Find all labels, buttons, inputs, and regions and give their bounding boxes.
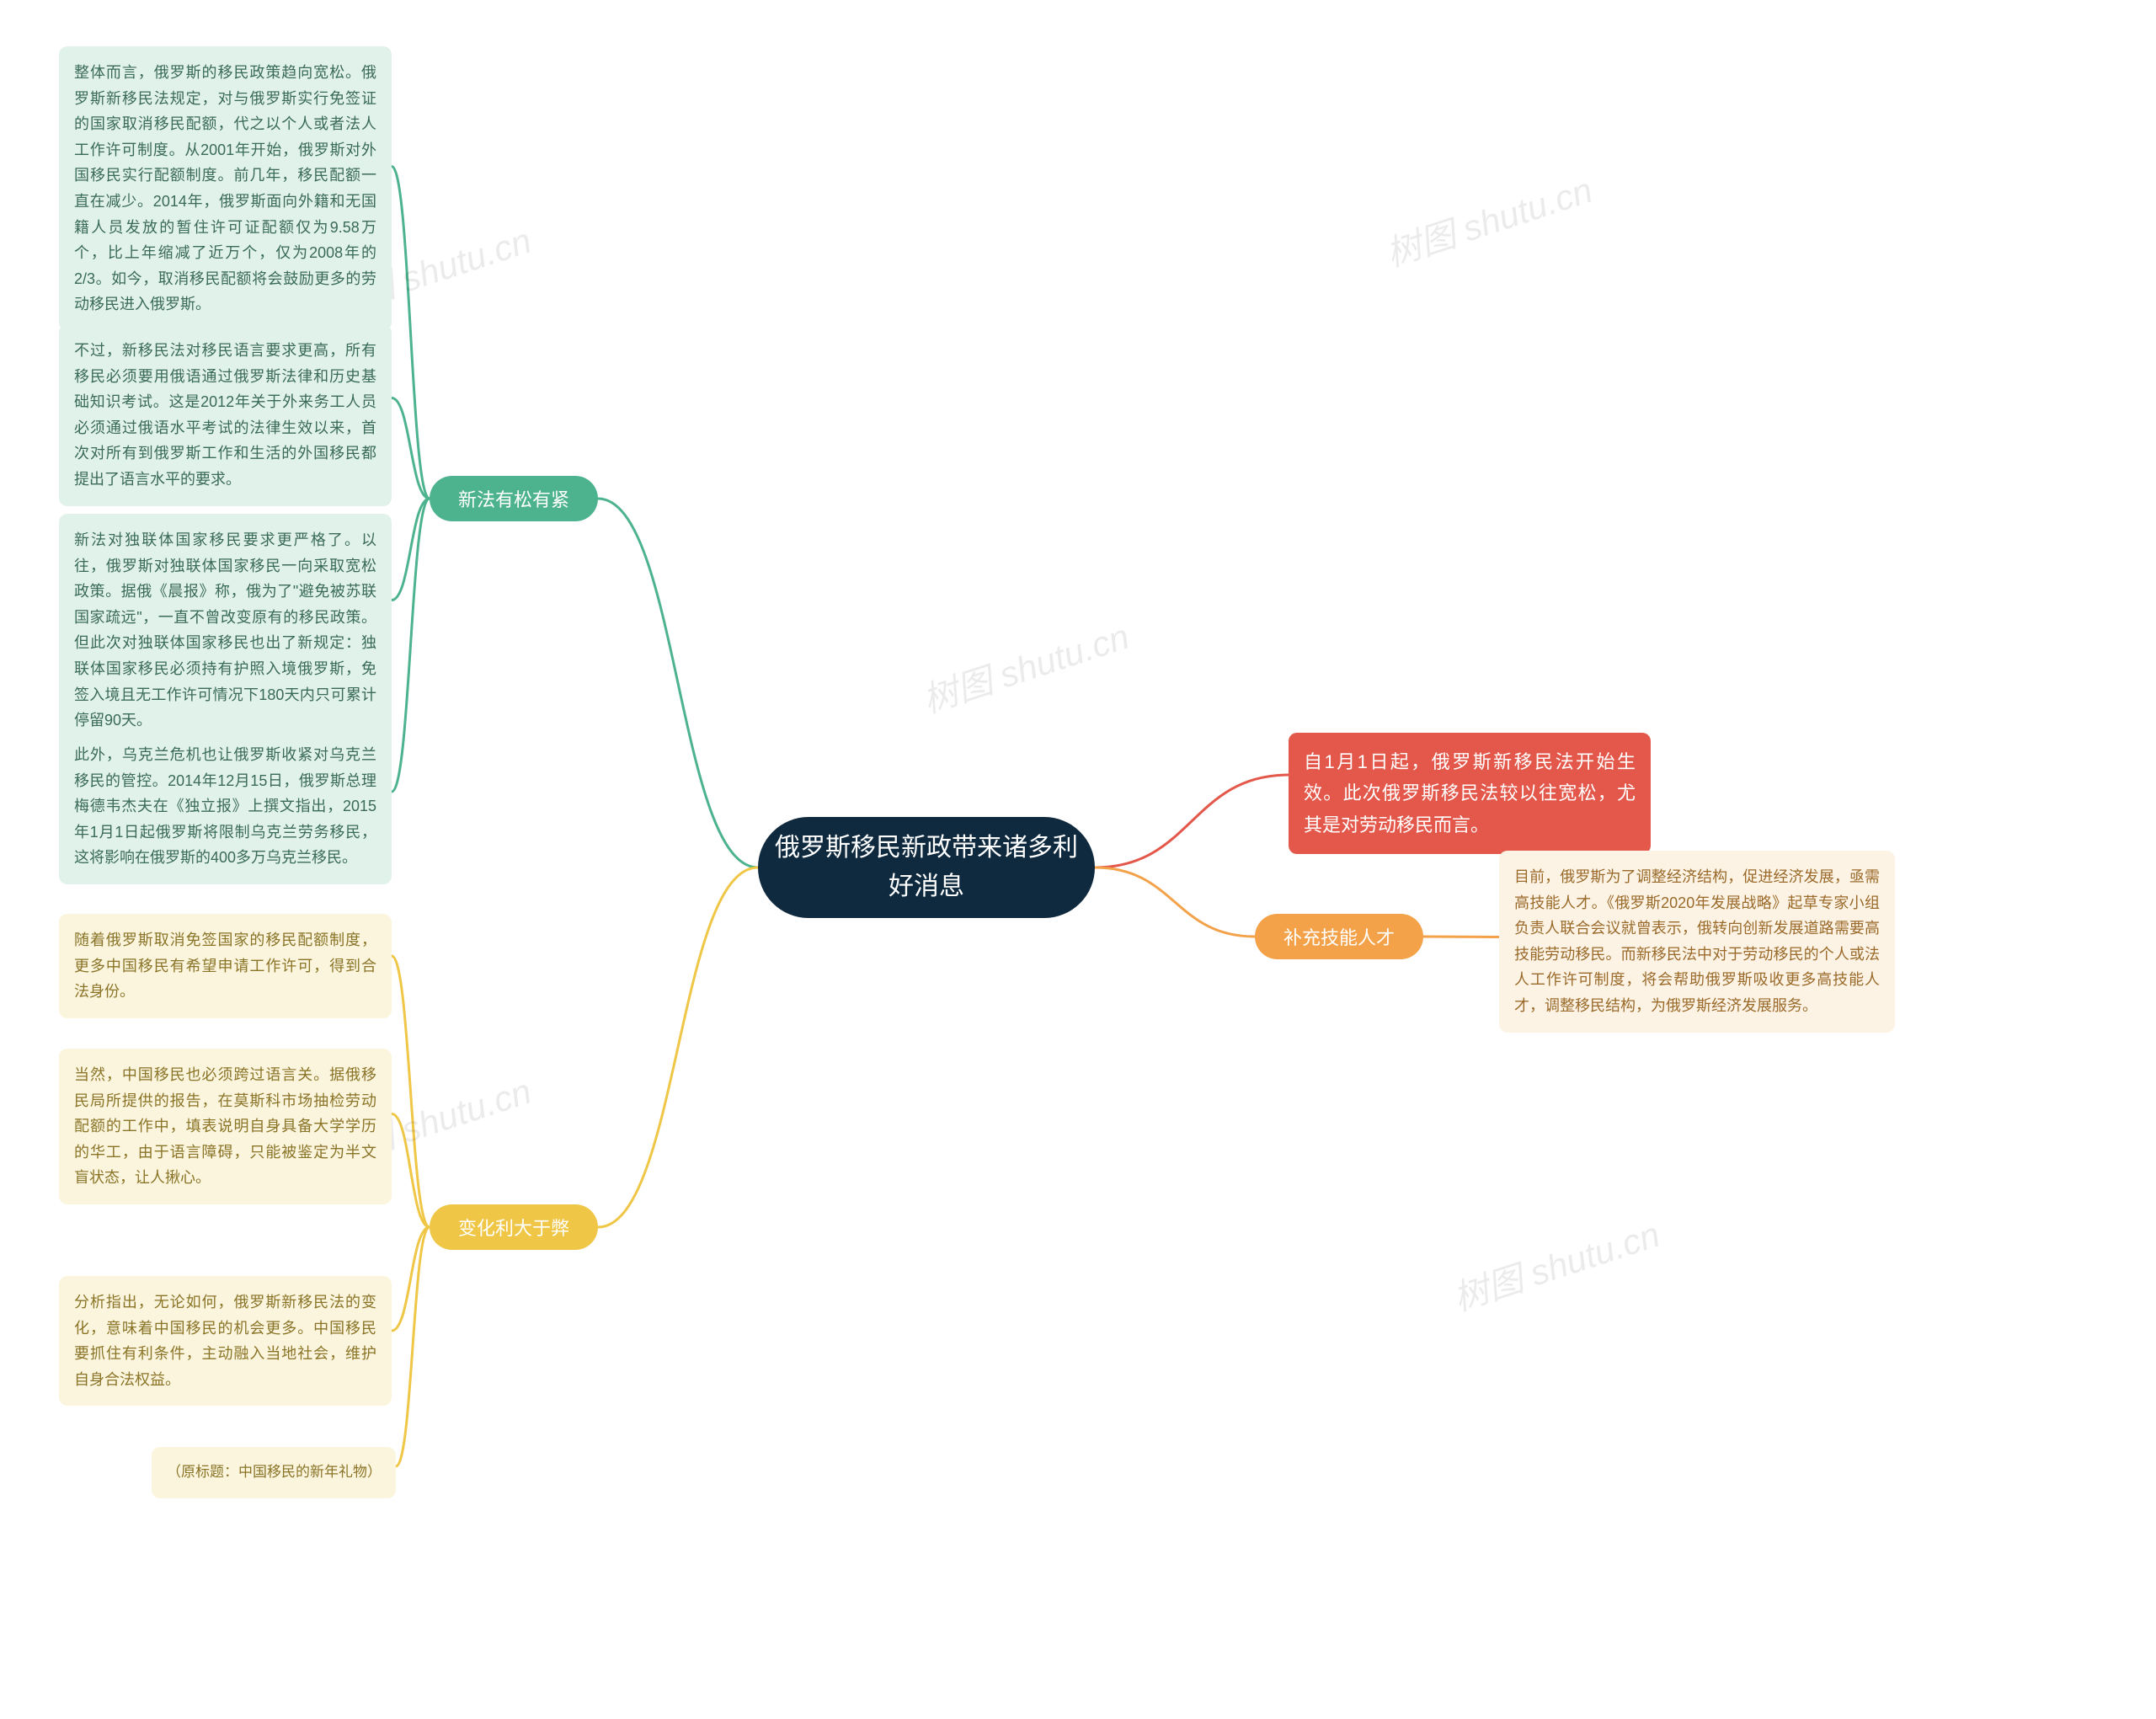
watermark: 树图 shutu.cn xyxy=(915,608,1135,723)
leaf-newlaw-3: 此外，乌克兰危机也让俄罗斯收紧对乌克兰移民的管控。2014年12月15日，俄罗斯… xyxy=(59,729,392,884)
center-node: 俄罗斯移民新政带来诸多利好消息 xyxy=(758,817,1095,918)
mindmap-canvas: 树图 shutu.cn树图 shutu.cn树图 shutu.cn树图 shut… xyxy=(0,0,2156,1719)
leaf-newlaw-1: 不过，新移民法对移民语言要求更高，所有移民必须要用俄语通过俄罗斯法律和历史基础知… xyxy=(59,324,392,506)
leaf-newlaw-2: 新法对独联体国家移民要求更严格了。以往，俄罗斯对独联体国家移民一向采取宽松政策。… xyxy=(59,514,392,747)
leaf-newlaw-0: 整体而言，俄罗斯的移民政策趋向宽松。俄罗斯新移民法规定，对与俄罗斯实行免签证的国… xyxy=(59,46,392,331)
leaf-talent-0: 目前，俄罗斯为了调整经济结构，促进经济发展，亟需高技能人才。《俄罗斯2020年发… xyxy=(1499,851,1895,1033)
leaf-change-2: 分析指出，无论如何，俄罗斯新移民法的变化，意味着中国移民的机会更多。中国移民要抓… xyxy=(59,1276,392,1406)
leaf-change-1: 当然，中国移民也必须跨过语言关。据俄移民局所提供的报告，在莫斯科市场抽检劳动配额… xyxy=(59,1049,392,1204)
branch-pill-label: 变化利大于弊 xyxy=(458,1214,569,1241)
leaf-change-0: 随着俄罗斯取消免签国家的移民配额制度，更多中国移民有希望申请工作许可，得到合法身… xyxy=(59,914,392,1018)
center-node-label: 俄罗斯移民新政带来诸多利好消息 xyxy=(758,817,1095,919)
branch-pill-change: 变化利大于弊 xyxy=(430,1204,598,1250)
leaf-intro-0: 自1月1日起，俄罗斯新移民法开始生效。此次俄罗斯移民法较以往宽松，尤其是对劳动移… xyxy=(1289,733,1651,854)
watermark: 树图 shutu.cn xyxy=(1446,1206,1666,1321)
branch-pill-talent: 补充技能人才 xyxy=(1255,914,1423,959)
watermark: 树图 shutu.cn xyxy=(1379,162,1598,277)
branch-pill-label: 补充技能人才 xyxy=(1283,923,1395,950)
leaf-change-3: （原标题：中国移民的新年礼物） xyxy=(152,1447,396,1498)
branch-pill-label: 新法有松有紧 xyxy=(458,485,569,512)
branch-pill-newlaw: 新法有松有紧 xyxy=(430,476,598,521)
